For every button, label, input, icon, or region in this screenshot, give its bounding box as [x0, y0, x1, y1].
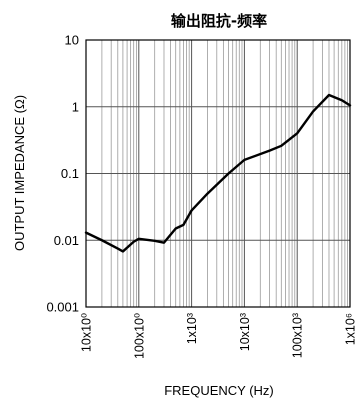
- y-tick-label: 10: [65, 33, 79, 48]
- y-axis-title: OUTPUT IMPEDANCE (Ω): [12, 95, 27, 251]
- plot-frame: [85, 39, 351, 308]
- x-tick-label: 10x10³: [238, 313, 252, 351]
- y-tick-label: 0.1: [61, 166, 79, 181]
- y-tick-label: 0.001: [46, 300, 79, 315]
- x-tick-label: 1x10³: [185, 313, 199, 344]
- x-axis-title: FREQUENCY (Hz): [164, 383, 274, 398]
- grid: [86, 40, 350, 307]
- y-tick-labels: 0.001 0.01 0.1 1 10: [46, 33, 79, 315]
- x-tick-labels: 10x10⁰ 100x10⁰ 1x10³ 10x10³ 100x10³ 1x10⁶: [80, 313, 358, 359]
- y-tick-label: 1: [72, 99, 79, 114]
- impedance-series-line: [84, 93, 352, 253]
- chart-title: 输出阻抗-频率: [171, 12, 267, 30]
- x-tick-label: 10x10⁰: [80, 313, 94, 352]
- x-tick-label: 100x10⁰: [132, 313, 146, 359]
- x-tick-label: 1x10⁶: [344, 313, 358, 345]
- y-tick-label: 0.01: [54, 233, 79, 248]
- series-layer: [84, 93, 352, 253]
- x-tick-label: 100x10³: [291, 313, 305, 358]
